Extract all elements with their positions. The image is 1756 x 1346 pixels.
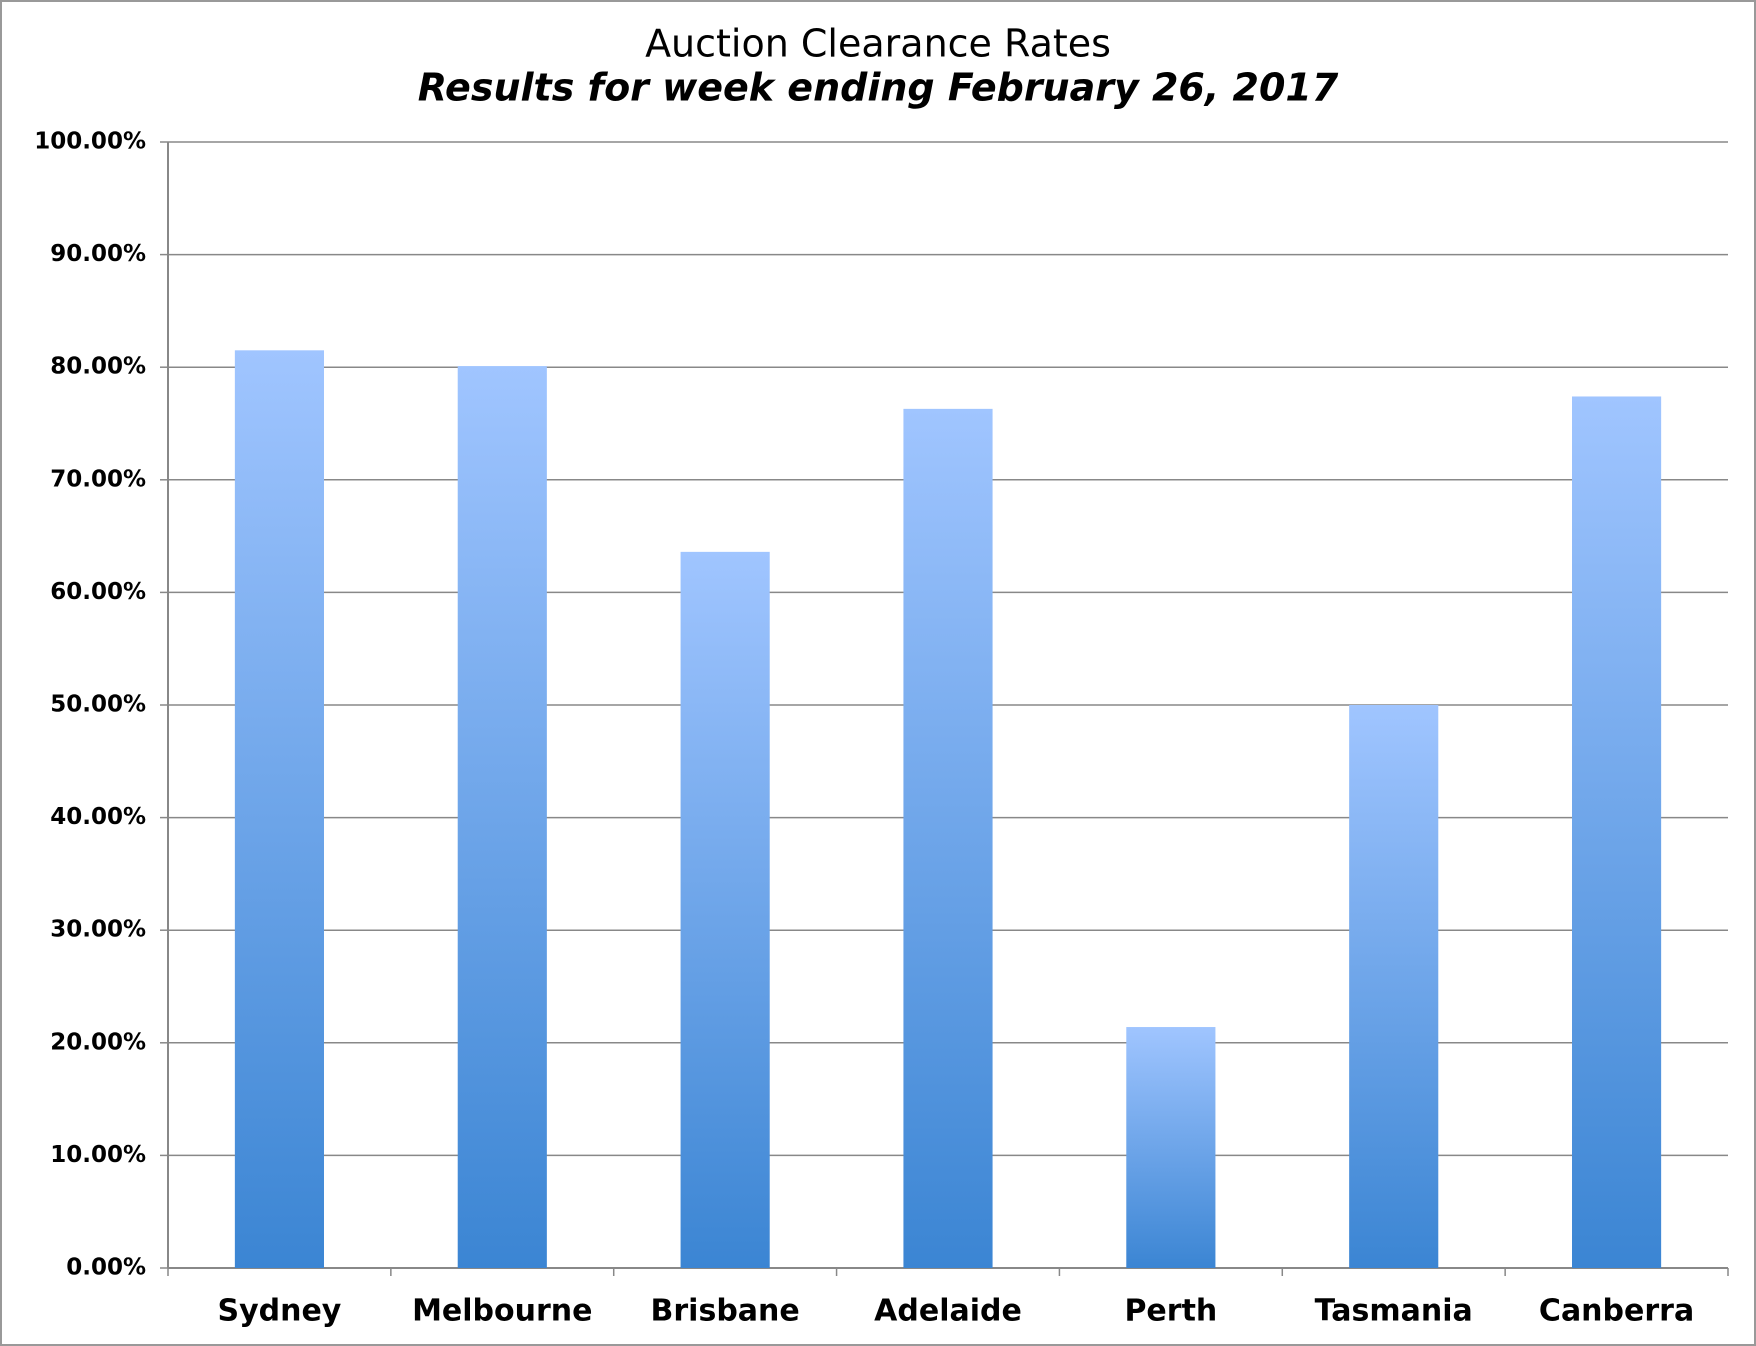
bar — [680, 551, 770, 1268]
y-tick-label: 80.00% — [50, 354, 146, 380]
x-tick-label: Sydney — [217, 1294, 341, 1329]
chart-title: Auction Clearance Rates — [645, 22, 1111, 66]
x-tick-label: Adelaide — [874, 1294, 1022, 1329]
x-tick-label: Brisbane — [651, 1294, 800, 1329]
y-tick-label: 20.00% — [50, 1029, 146, 1055]
x-tick-label: Perth — [1124, 1294, 1217, 1329]
bar — [1349, 705, 1439, 1268]
y-tick-label: 10.00% — [50, 1142, 146, 1168]
bar — [1572, 396, 1662, 1268]
x-tick-label: Melbourne — [412, 1294, 592, 1329]
x-tick-label: Canberra — [1539, 1294, 1694, 1329]
y-tick-label: 90.00% — [50, 241, 146, 267]
bar — [1126, 1027, 1216, 1268]
x-tick-label: Tasmania — [1315, 1294, 1473, 1329]
y-tick-label: 50.00% — [50, 692, 146, 718]
bar — [457, 366, 547, 1269]
y-tick-label: 30.00% — [50, 917, 146, 943]
y-tick-label: 0.00% — [66, 1255, 146, 1281]
chart-subtitle: Results for week ending February 26, 201… — [418, 66, 1339, 110]
y-tick-label: 70.00% — [50, 466, 146, 492]
bar — [234, 350, 324, 1268]
y-tick-label: 60.00% — [50, 579, 146, 605]
y-tick-label: 100.00% — [34, 129, 146, 155]
bar — [903, 408, 993, 1268]
y-tick-label: 40.00% — [50, 804, 146, 830]
